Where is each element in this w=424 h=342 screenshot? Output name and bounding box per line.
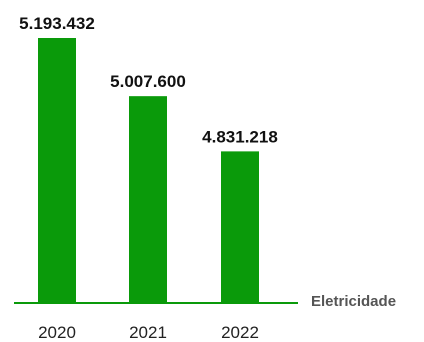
data-label-2022: 4.831.218 — [202, 127, 278, 146]
data-label-2020: 5.193.432 — [19, 14, 95, 33]
series-label: Eletricidade — [311, 293, 396, 310]
bar-2021 — [129, 96, 167, 302]
bar-2020 — [38, 38, 76, 302]
bars-group — [38, 38, 259, 302]
x-tick-labels-group: 2020 2021 2022 — [38, 323, 259, 342]
bar-2022 — [221, 151, 259, 302]
data-labels-group: 5.193.432 5.007.600 4.831.218 — [19, 14, 278, 146]
x-tick-label-2020: 2020 — [38, 323, 76, 342]
data-label-2021: 5.007.600 — [110, 72, 186, 91]
x-tick-label-2022: 2022 — [221, 323, 259, 342]
x-tick-label-2021: 2021 — [129, 323, 167, 342]
